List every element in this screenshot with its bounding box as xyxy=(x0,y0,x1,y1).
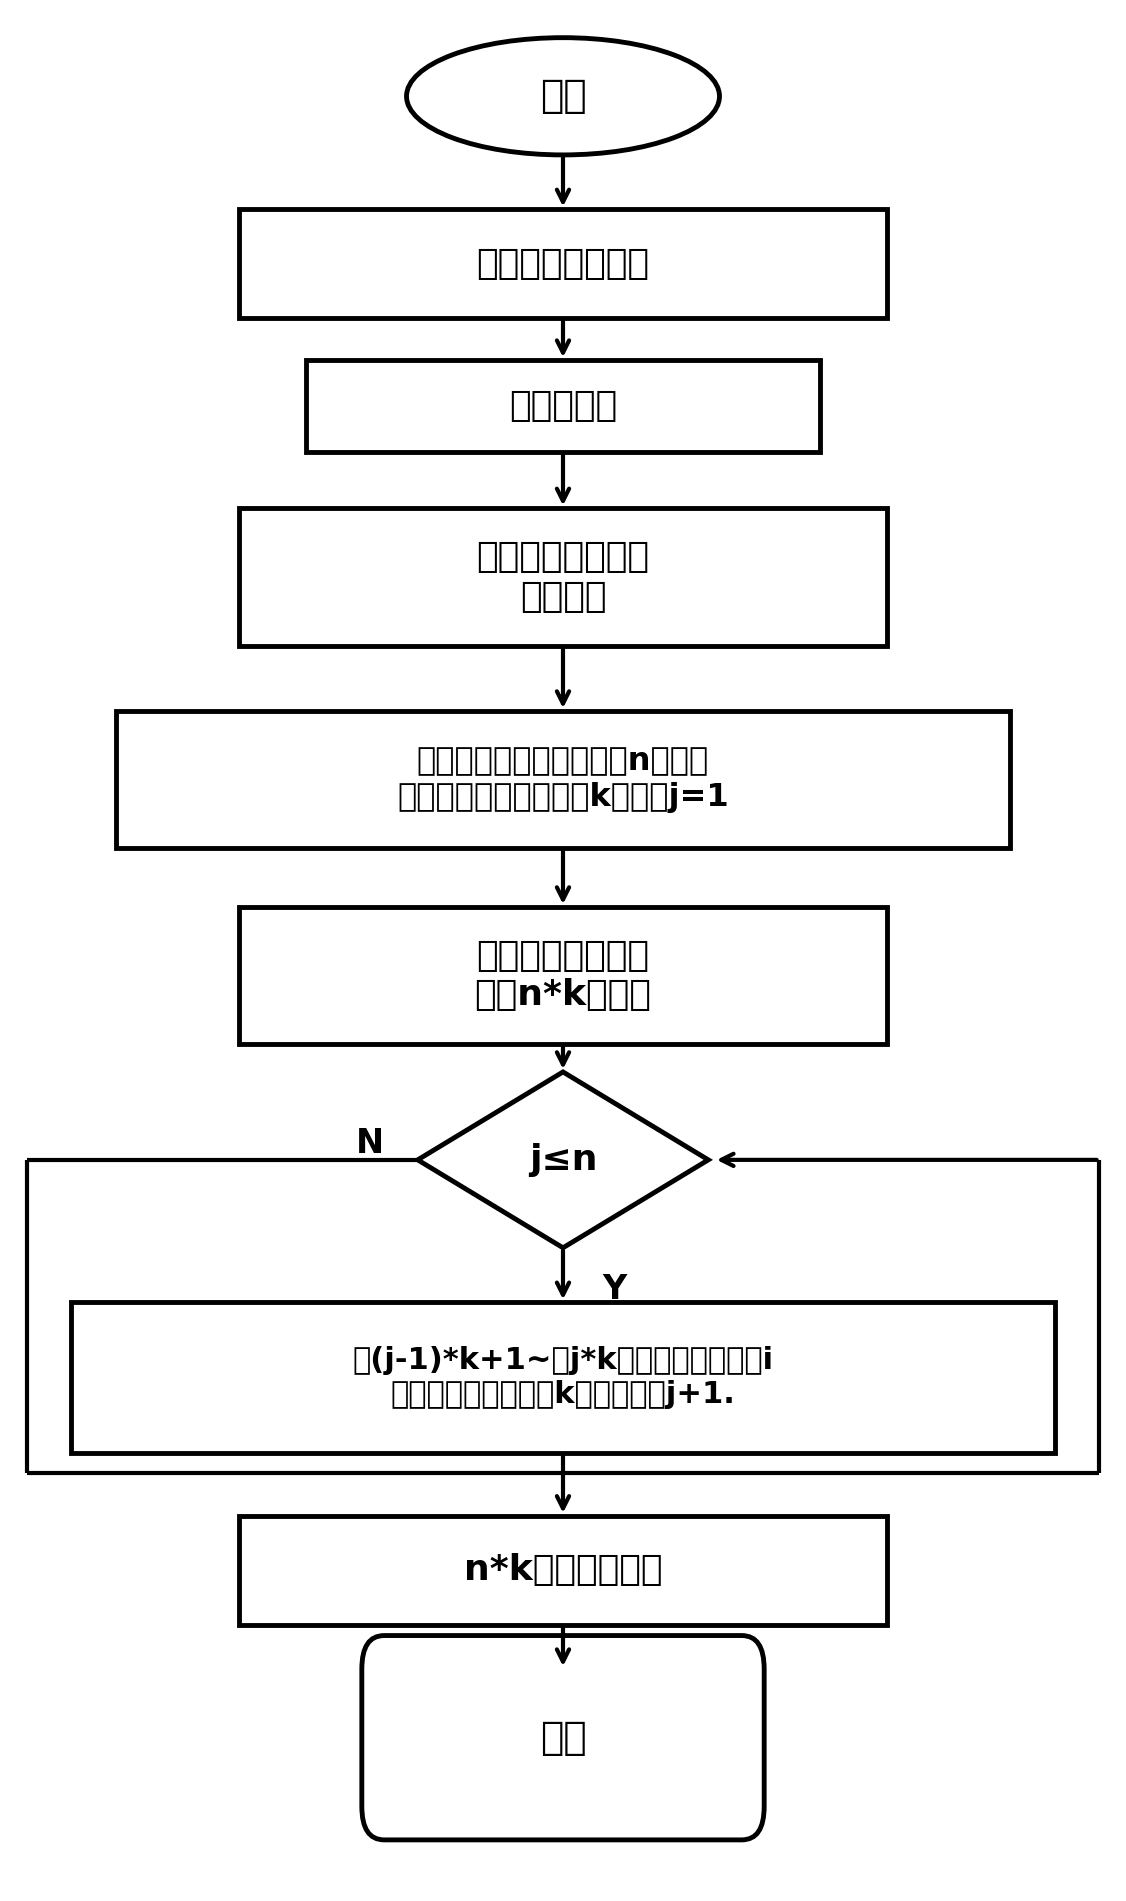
FancyBboxPatch shape xyxy=(306,359,820,452)
Text: j≤n: j≤n xyxy=(529,1143,597,1177)
Text: N: N xyxy=(356,1127,384,1160)
Polygon shape xyxy=(418,1072,708,1247)
FancyBboxPatch shape xyxy=(239,508,887,646)
FancyBboxPatch shape xyxy=(239,1515,887,1625)
Text: 训练集有放回抽样
形成n*k个子集: 训练集有放回抽样 形成n*k个子集 xyxy=(474,939,652,1013)
FancyBboxPatch shape xyxy=(116,711,1010,848)
Text: 开始: 开始 xyxy=(539,78,587,116)
Text: 结束: 结束 xyxy=(539,1719,587,1757)
Ellipse shape xyxy=(406,38,720,154)
FancyBboxPatch shape xyxy=(239,907,887,1044)
FancyBboxPatch shape xyxy=(71,1302,1055,1452)
FancyBboxPatch shape xyxy=(361,1635,765,1840)
Text: n*k个分类器投票: n*k个分类器投票 xyxy=(464,1553,662,1587)
Text: 样本集划分: 样本集划分 xyxy=(509,390,617,424)
Text: Y: Y xyxy=(602,1274,626,1306)
Text: 第(j-1)*k+1~第j*k的训练子集用于第i
个分类算法，训练出k个分类器，j+1.: 第(j-1)*k+1~第j*k的训练子集用于第i 个分类算法，训练出k个分类器，… xyxy=(352,1346,774,1409)
Text: 提取脑电数据的特
征并降维: 提取脑电数据的特 征并降维 xyxy=(476,540,650,614)
Text: 确定基分类算法和其个数n、分类
算法内部数据子集个数k，初始j=1: 确定基分类算法和其个数n、分类 算法内部数据子集个数k，初始j=1 xyxy=(397,747,729,814)
FancyBboxPatch shape xyxy=(239,209,887,317)
Text: 脑电数据手动去噪: 脑电数据手动去噪 xyxy=(476,247,650,281)
